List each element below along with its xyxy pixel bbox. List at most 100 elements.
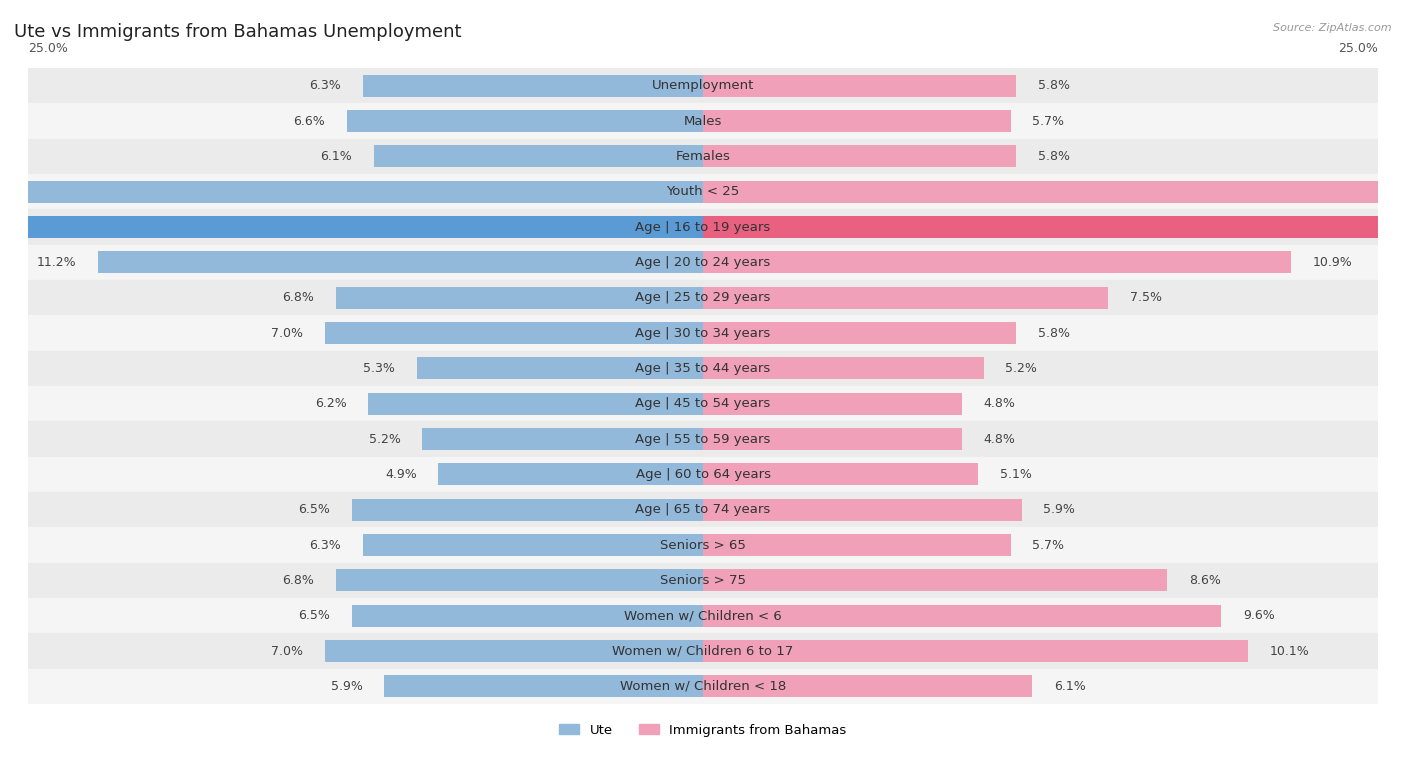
Bar <box>439 463 703 485</box>
Bar <box>28 492 1378 528</box>
Text: 8.6%: 8.6% <box>1189 574 1220 587</box>
Bar <box>28 245 1378 280</box>
Text: Females: Females <box>675 150 731 163</box>
Bar <box>28 562 1378 598</box>
Text: 10.9%: 10.9% <box>1313 256 1353 269</box>
Text: Seniors > 75: Seniors > 75 <box>659 574 747 587</box>
Text: 5.9%: 5.9% <box>1043 503 1076 516</box>
Text: Age | 30 to 34 years: Age | 30 to 34 years <box>636 326 770 340</box>
Text: 6.1%: 6.1% <box>321 150 352 163</box>
Bar <box>703 357 984 379</box>
Bar <box>28 350 1378 386</box>
Text: 5.7%: 5.7% <box>1032 538 1064 552</box>
Text: Women w/ Children < 18: Women w/ Children < 18 <box>620 680 786 693</box>
Text: 6.5%: 6.5% <box>298 609 330 622</box>
Bar <box>347 111 703 132</box>
Bar <box>28 139 1378 174</box>
Bar <box>703 145 1017 167</box>
Legend: Ute, Immigrants from Bahamas: Ute, Immigrants from Bahamas <box>554 718 852 742</box>
Bar <box>703 111 1011 132</box>
Text: 6.6%: 6.6% <box>294 114 325 128</box>
Bar <box>28 456 1378 492</box>
Text: 5.8%: 5.8% <box>1038 79 1070 92</box>
Bar <box>703 463 979 485</box>
Text: 7.0%: 7.0% <box>271 644 304 658</box>
Bar <box>28 668 1378 704</box>
Bar <box>325 640 703 662</box>
Text: 25.0%: 25.0% <box>28 42 67 55</box>
Text: 5.1%: 5.1% <box>1000 468 1032 481</box>
Text: 25.0%: 25.0% <box>1339 42 1378 55</box>
Bar <box>28 386 1378 422</box>
Bar <box>703 428 962 450</box>
Bar <box>368 393 703 415</box>
Bar <box>374 145 703 167</box>
Bar <box>363 534 703 556</box>
Text: 5.2%: 5.2% <box>368 432 401 446</box>
Bar <box>703 499 1022 521</box>
Bar <box>703 287 1108 309</box>
Bar <box>703 322 1017 344</box>
Bar <box>325 322 703 344</box>
Bar <box>28 634 1378 668</box>
Text: Seniors > 65: Seniors > 65 <box>659 538 747 552</box>
Text: 6.2%: 6.2% <box>315 397 347 410</box>
Text: Age | 35 to 44 years: Age | 35 to 44 years <box>636 362 770 375</box>
Text: 10.1%: 10.1% <box>1270 644 1309 658</box>
Bar <box>0 217 703 238</box>
Bar <box>28 316 1378 350</box>
Bar <box>28 174 1378 210</box>
Bar <box>28 210 1378 245</box>
Bar <box>28 104 1378 139</box>
Text: Age | 45 to 54 years: Age | 45 to 54 years <box>636 397 770 410</box>
Text: 11.2%: 11.2% <box>37 256 77 269</box>
Text: 4.8%: 4.8% <box>984 432 1015 446</box>
Text: Unemployment: Unemployment <box>652 79 754 92</box>
Text: 7.0%: 7.0% <box>271 326 304 340</box>
Text: 6.1%: 6.1% <box>1054 680 1085 693</box>
Text: Source: ZipAtlas.com: Source: ZipAtlas.com <box>1274 23 1392 33</box>
Text: Women w/ Children < 6: Women w/ Children < 6 <box>624 609 782 622</box>
Text: 5.3%: 5.3% <box>363 362 395 375</box>
Bar <box>703 569 1167 591</box>
Bar <box>416 357 703 379</box>
Text: 6.5%: 6.5% <box>298 503 330 516</box>
Bar <box>336 569 703 591</box>
Text: Women w/ Children 6 to 17: Women w/ Children 6 to 17 <box>613 644 793 658</box>
Bar <box>384 675 703 697</box>
Bar <box>28 528 1378 562</box>
Text: Age | 16 to 19 years: Age | 16 to 19 years <box>636 220 770 234</box>
Text: Age | 20 to 24 years: Age | 20 to 24 years <box>636 256 770 269</box>
Text: 4.8%: 4.8% <box>984 397 1015 410</box>
Text: Males: Males <box>683 114 723 128</box>
Text: 7.5%: 7.5% <box>1129 291 1161 304</box>
Bar <box>703 217 1406 238</box>
Text: Youth < 25: Youth < 25 <box>666 185 740 198</box>
Text: 5.7%: 5.7% <box>1032 114 1064 128</box>
Bar <box>422 428 703 450</box>
Bar <box>703 640 1249 662</box>
Text: 6.8%: 6.8% <box>283 574 315 587</box>
Bar <box>703 251 1292 273</box>
Text: 6.3%: 6.3% <box>309 79 342 92</box>
Text: Age | 55 to 59 years: Age | 55 to 59 years <box>636 432 770 446</box>
Bar <box>703 181 1399 203</box>
Bar <box>352 605 703 627</box>
Bar <box>28 598 1378 634</box>
Text: Age | 25 to 29 years: Age | 25 to 29 years <box>636 291 770 304</box>
Bar <box>0 181 703 203</box>
Bar <box>703 393 962 415</box>
Bar <box>703 675 1032 697</box>
Text: 5.9%: 5.9% <box>330 680 363 693</box>
Text: Ute vs Immigrants from Bahamas Unemployment: Ute vs Immigrants from Bahamas Unemploym… <box>14 23 461 41</box>
Text: 6.3%: 6.3% <box>309 538 342 552</box>
Text: 9.6%: 9.6% <box>1243 609 1275 622</box>
Bar <box>336 287 703 309</box>
Bar <box>363 75 703 97</box>
Bar <box>28 422 1378 456</box>
Text: 5.2%: 5.2% <box>1005 362 1038 375</box>
Bar <box>98 251 703 273</box>
Bar <box>703 75 1017 97</box>
Bar <box>352 499 703 521</box>
Text: 6.8%: 6.8% <box>283 291 315 304</box>
